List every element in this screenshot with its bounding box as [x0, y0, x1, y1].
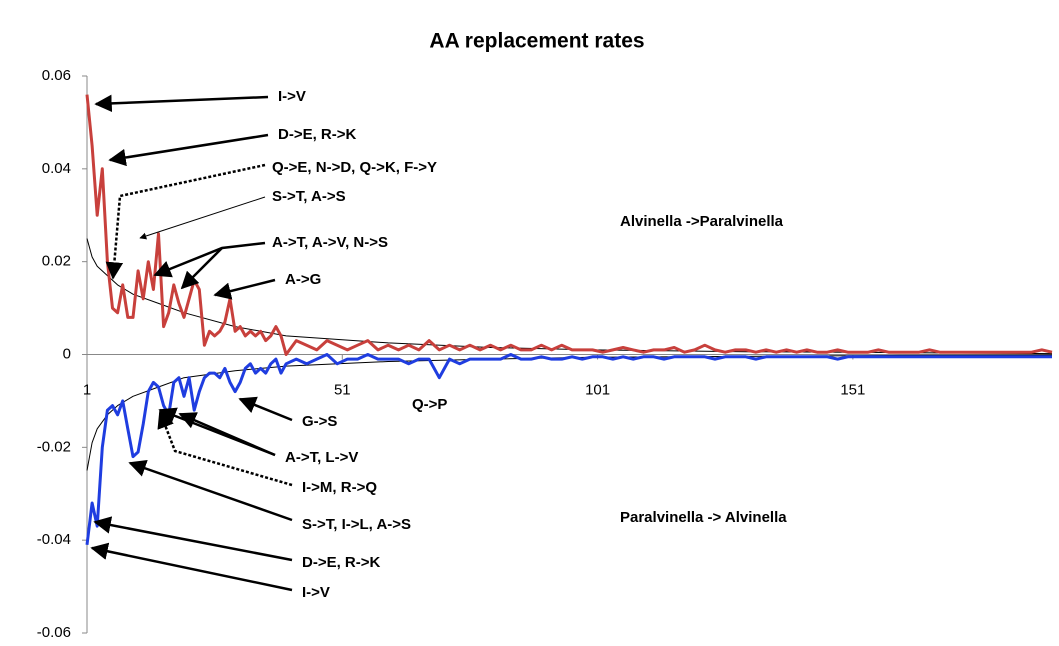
x-tick-label: 1 [83, 381, 91, 398]
data-line [86, 238, 1053, 355]
annotation: Alvinella ->Paralvinella [620, 213, 784, 230]
chart-title: AA replacement rates [429, 30, 644, 53]
annotation: A->T, L->V [285, 449, 358, 466]
data-line [85, 94, 1053, 356]
y-tick-label: -0.06 [37, 624, 71, 641]
annotation-arrow [108, 133, 269, 167]
annotation: A->T, A->V, N->S [272, 234, 388, 251]
annotation: G->S [302, 413, 337, 430]
annotation: Q->P [412, 396, 447, 413]
annotation: S->T, A->S [272, 188, 346, 205]
y-tick-label: 0.02 [42, 253, 71, 270]
annotation-arrow [238, 396, 293, 422]
x-tick-label: 151 [840, 381, 865, 398]
y-tick-label: -0.04 [37, 531, 71, 548]
annotation-arrow [93, 516, 293, 562]
annotation-arrow [128, 459, 293, 522]
data-line [85, 353, 1052, 545]
y-tick-label: -0.02 [37, 438, 71, 455]
annotation-arrow [157, 410, 293, 487]
annotation: D->E, R->K [302, 554, 381, 571]
annotation: I->M, R->Q [302, 479, 377, 496]
annotation-arrow [180, 247, 223, 290]
annotation: A->G [285, 271, 321, 288]
annotation-arrow [90, 542, 293, 592]
annotation: S->T, I->L, A->S [302, 516, 411, 533]
annotation-arrow [139, 196, 266, 240]
annotation: D->E, R->K [278, 126, 357, 143]
x-tick-label: 51 [334, 381, 351, 398]
annotation: I->V [278, 88, 306, 105]
annotation-arrow [158, 407, 276, 457]
annotation: Q->E, N->D, Q->K, F->Y [272, 159, 437, 176]
y-tick-label: 0.04 [42, 160, 71, 177]
data-line [86, 354, 1053, 471]
annotation-arrow [94, 94, 269, 113]
annotation-arrow [213, 278, 276, 300]
annotation: Paralvinella -> Alvinella [620, 509, 787, 526]
x-tick-label: 101 [585, 381, 610, 398]
annotation: I->V [302, 584, 330, 601]
y-tick-label: 0 [63, 345, 71, 362]
y-tick-label: 0.06 [42, 67, 71, 84]
